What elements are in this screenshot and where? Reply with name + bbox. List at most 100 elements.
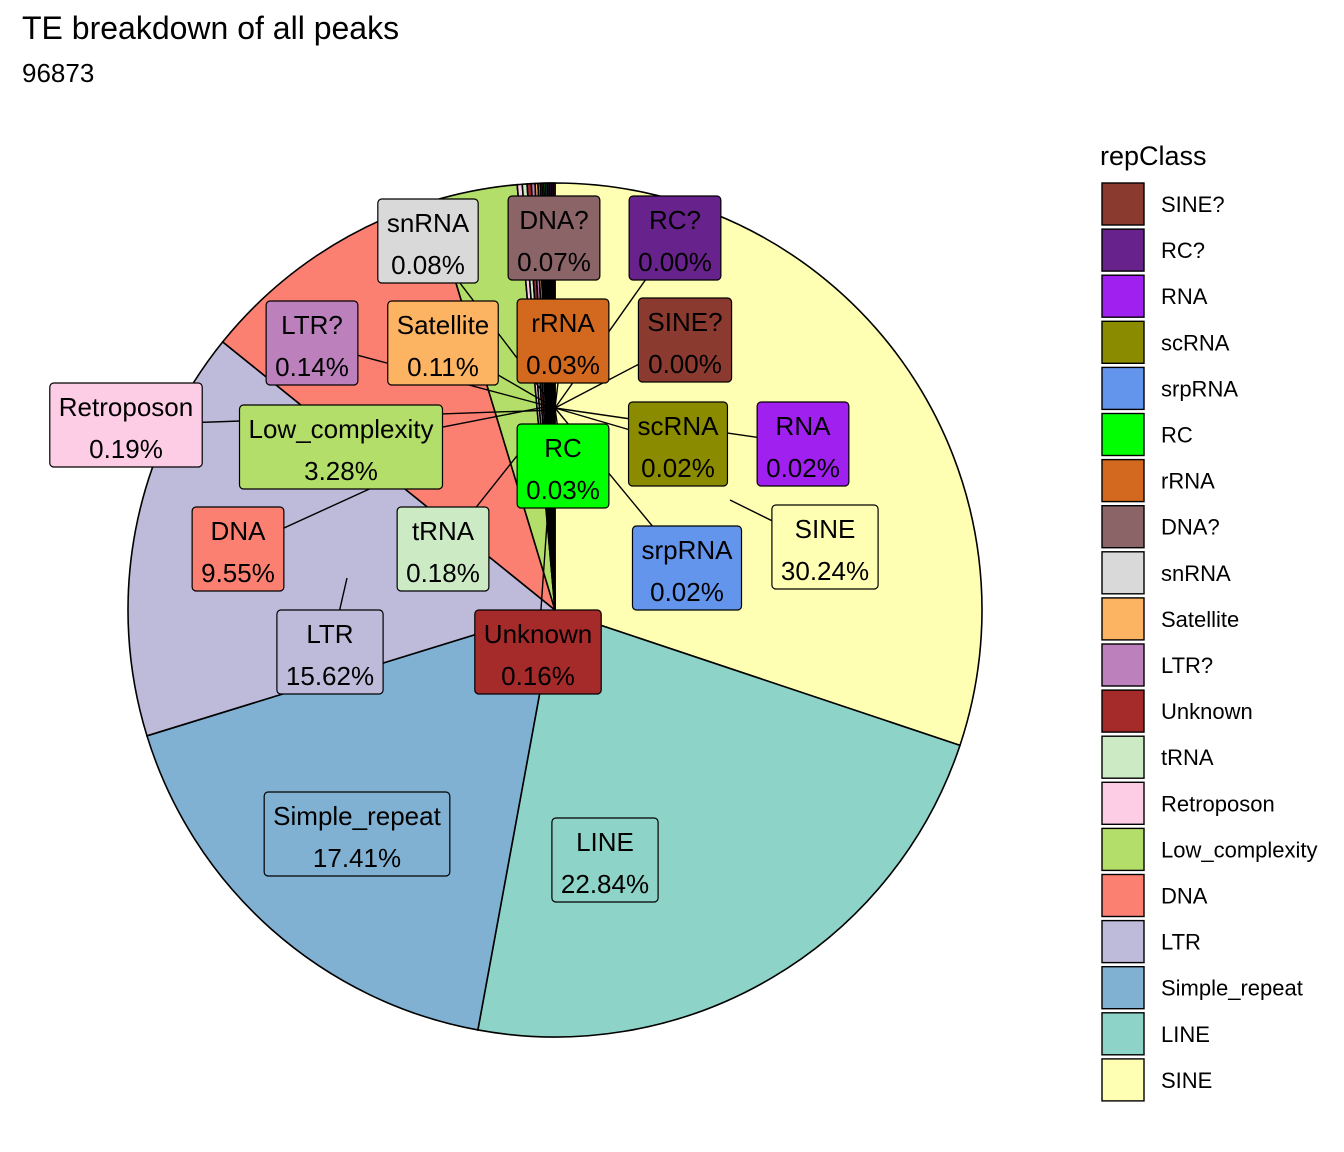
legend-swatch-retroposon	[1101, 781, 1145, 825]
legend-item-trna: tRNA	[1101, 735, 1214, 779]
slice-label-rrna: rRNA 0.03%	[516, 298, 610, 384]
slice-label-box-satellite	[387, 300, 499, 386]
legend-label-rc: RC	[1161, 423, 1193, 448]
legend-swatch-rrna	[1101, 458, 1145, 503]
slice-label-snrna: snRNA 0.08%	[377, 198, 479, 284]
legend-label-simple-repeat: Simple_repeat	[1161, 976, 1303, 1001]
legend-swatch-line	[1101, 1012, 1145, 1056]
slice-label-value-snrna: 0.08%	[391, 250, 465, 280]
slice-label-trna: tRNA 0.18%	[396, 506, 490, 592]
slice-label-rc-: RC? 0.00%	[628, 195, 722, 281]
legend-item-rc-: RC?	[1101, 228, 1205, 272]
slice-label-box-retroposon	[49, 382, 203, 468]
legend-label-rna: RNA	[1161, 284, 1208, 309]
slice-label-unknown: Unknown 0.16%	[474, 609, 602, 695]
slice-label-dna-: DNA? 0.07%	[507, 195, 601, 281]
slice-label-name-snrna: snRNA	[387, 208, 470, 238]
slice-label-low-complexity: Low_complexity 3.28%	[238, 404, 444, 490]
legend-item-snrna: snRNA	[1101, 551, 1231, 595]
slice-label-box-sine-	[637, 297, 733, 383]
legend-item-simple-repeat: Simple_repeat	[1101, 966, 1303, 1010]
legend-swatch-rc-	[1101, 228, 1145, 272]
slice-label-name-dna: DNA	[211, 516, 267, 546]
slice-label-value-retroposon: 0.19%	[89, 434, 163, 464]
slice-label-value-ltr: 15.62%	[286, 661, 374, 691]
legend-swatch-low-complexity	[1101, 827, 1145, 872]
slice-labels-layer: SINE 30.24% LINE 22.84% Simple_repeat 17.41% L…	[49, 195, 879, 903]
slice-label-name-rc-: RC?	[649, 205, 701, 235]
legend-swatch-dna	[1101, 873, 1145, 918]
slice-label-ltr: LTR 15.62%	[276, 609, 384, 695]
legend-item-retroposon: Retroposon	[1101, 781, 1275, 825]
legend-label-rc-: RC?	[1161, 238, 1205, 263]
legend-item-dna-: DNA?	[1101, 505, 1220, 549]
chart-subtitle: 96873	[22, 58, 95, 88]
slice-label-value-rna: 0.02%	[766, 453, 840, 483]
legend-item-low-complexity: Low_complexity	[1101, 827, 1318, 872]
slice-label-rna: RNA 0.02%	[756, 401, 850, 487]
slice-label-value-simple-repeat: 17.41%	[313, 843, 401, 873]
legend-swatch-rc	[1101, 412, 1145, 457]
legend-swatch-ltr-	[1101, 643, 1145, 687]
slice-label-value-sine-: 0.00%	[648, 349, 722, 379]
slice-label-box-rc-	[628, 195, 722, 281]
slice-label-box-simple-repeat	[263, 791, 451, 877]
slice-label-box-snrna	[377, 198, 479, 284]
slice-label-name-srprna: srpRNA	[641, 535, 733, 565]
slice-label-retroposon: Retroposon 0.19%	[49, 382, 203, 468]
slice-label-name-trna: tRNA	[412, 516, 475, 546]
slice-label-ltr-: LTR? 0.14%	[265, 300, 359, 386]
slice-label-box-dna-	[507, 195, 601, 281]
slice-label-name-unknown: Unknown	[484, 619, 592, 649]
slice-label-value-line: 22.84%	[561, 869, 649, 899]
slice-label-name-sine-: SINE?	[647, 307, 722, 337]
slice-label-name-rc: RC	[544, 433, 582, 463]
legend-label-low-complexity: Low_complexity	[1161, 837, 1318, 862]
slice-label-box-rrna	[516, 298, 610, 384]
slice-label-box-ltr-	[265, 300, 359, 386]
legend-swatch-satellite	[1101, 597, 1145, 641]
slice-label-sine-: SINE? 0.00%	[637, 297, 733, 383]
legend-swatch-unknown	[1101, 689, 1145, 733]
slice-label-name-rna: RNA	[776, 411, 832, 441]
slice-label-value-low-complexity: 3.28%	[304, 456, 378, 486]
slice-label-value-unknown: 0.16%	[501, 661, 575, 691]
slice-label-line: LINE 22.84%	[551, 817, 659, 903]
legend-item-rc: RC	[1101, 412, 1193, 457]
slice-label-value-dna-: 0.07%	[517, 247, 591, 277]
legend-label-retroposon: Retroposon	[1161, 791, 1275, 816]
slice-label-name-ltr: LTR	[306, 619, 353, 649]
slice-label-value-dna: 9.55%	[201, 558, 275, 588]
slice-label-value-rc-: 0.00%	[638, 247, 712, 277]
pie-slice-ltr	[127, 340, 557, 737]
slice-label-value-srprna: 0.02%	[650, 577, 724, 607]
slice-label-srprna: srpRNA 0.02%	[631, 525, 743, 611]
slice-label-box-low-complexity	[238, 404, 444, 490]
slice-label-box-ltr	[276, 609, 384, 695]
slice-label-box-trna	[396, 506, 490, 592]
legend-item-sine: SINE	[1101, 1058, 1212, 1102]
legend-item-unknown: Unknown	[1101, 689, 1253, 733]
legend-label-dna-: DNA?	[1161, 515, 1220, 540]
legend-label-scrna: scRNA	[1161, 330, 1230, 355]
slice-label-name-simple-repeat: Simple_repeat	[273, 801, 441, 831]
legend-label-line: LINE	[1161, 1022, 1210, 1047]
legend-swatch-simple-repeat	[1101, 966, 1145, 1010]
legend: repClass SINE? RC? RNA scRNA srpRNA RC rRNA DNA?…	[1100, 141, 1318, 1102]
slice-label-simple-repeat: Simple_repeat 17.41%	[263, 791, 451, 877]
slice-label-name-rrna: rRNA	[531, 308, 595, 338]
legend-swatch-snrna	[1101, 551, 1145, 595]
slice-label-box-dna	[191, 506, 285, 592]
legend-label-trna: tRNA	[1161, 745, 1214, 770]
legend-label-ltr-: LTR?	[1161, 653, 1213, 678]
legend-swatch-dna-	[1101, 505, 1145, 549]
legend-swatch-rna	[1101, 274, 1145, 318]
slice-label-name-line: LINE	[576, 827, 634, 857]
slice-label-box-line	[551, 817, 659, 903]
legend-swatch-ltr	[1101, 919, 1145, 964]
legend-swatch-srprna	[1101, 366, 1145, 411]
pie-slice-line	[476, 608, 961, 1038]
legend-item-scrna: scRNA	[1101, 320, 1230, 364]
slice-label-value-sine: 30.24%	[781, 556, 869, 586]
